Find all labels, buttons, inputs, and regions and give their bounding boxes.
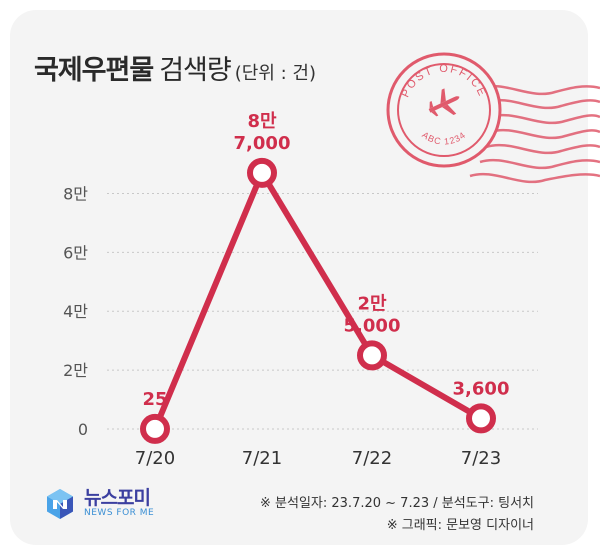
series-path — [152, 169, 483, 431]
y-axis-ticks: 0 2만 4만 6만 8만 — [63, 184, 88, 439]
postmark-airplane-icon: POST OFFICE ABC 1234 — [386, 52, 600, 184]
y-tick-label: 4만 — [63, 302, 88, 321]
newsforme-logo-icon — [47, 489, 73, 519]
footer-analysis-note: ※ 분석일자: 23.7.20 ~ 7.23 / 분석도구: 팅서치 — [260, 496, 534, 511]
data-label: 25 — [142, 389, 167, 410]
title-sub: 검색량 — [159, 55, 232, 86]
series-line — [152, 169, 483, 431]
x-tick-label: 7/23 — [461, 448, 501, 469]
data-label: 7,000 — [234, 133, 291, 154]
newsforme-logo: 뉴스포미 NEWS FOR ME — [44, 488, 154, 520]
y-tick-label: 0 — [78, 420, 88, 439]
data-labels: 25 8만7,000 2만5,000 3,600 — [142, 111, 509, 410]
logo-name: 뉴스포미 — [84, 487, 151, 510]
title-main: 국제우편물 — [34, 55, 154, 86]
data-point — [466, 403, 496, 434]
chart-title: 국제우편물 검색량 (단위 : 건) — [34, 48, 316, 87]
data-label: 3,600 — [453, 378, 510, 399]
x-tick-label: 7/22 — [352, 448, 392, 469]
y-tick-label: 6만 — [63, 243, 88, 262]
data-label: 2만 — [357, 293, 387, 314]
data-point — [140, 413, 170, 444]
x-tick-label: 7/21 — [242, 448, 282, 469]
x-axis-ticks: 7/20 7/21 7/22 7/23 — [135, 448, 501, 469]
data-point — [357, 340, 387, 371]
data-points — [140, 157, 496, 444]
x-tick-label: 7/20 — [135, 448, 175, 469]
y-tick-label: 2만 — [63, 361, 88, 380]
data-label: 5,000 — [344, 315, 401, 336]
title-unit: (단위 : 건) — [234, 63, 316, 84]
footer-graphic-credit: ※ 그래픽: 문보영 디자이너 — [386, 518, 534, 533]
logo-tagline: NEWS FOR ME — [84, 508, 155, 519]
y-tick-label: 8만 — [63, 184, 88, 203]
data-label: 8만 — [247, 111, 277, 132]
data-point — [247, 157, 277, 188]
